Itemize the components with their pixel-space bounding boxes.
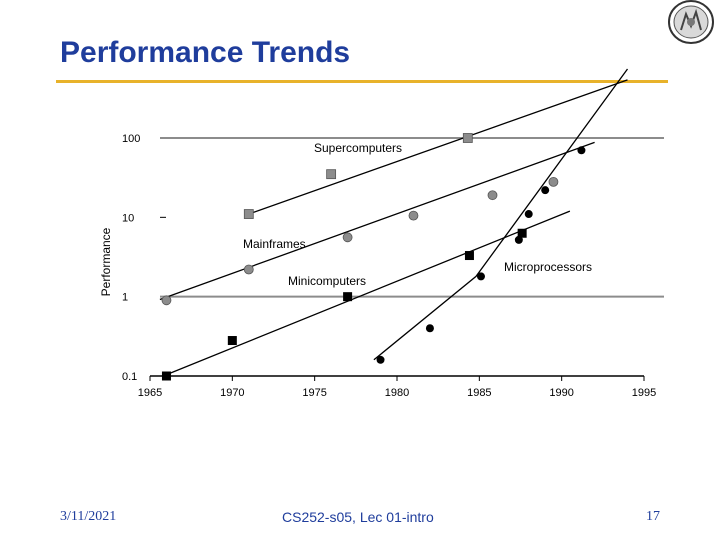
point-minicomputers [464,251,474,261]
trendline-mainframes [159,141,595,301]
annotation-minicomputers: Minicomputers [288,274,366,288]
point-microprocessors [541,186,550,195]
xtick-label: 1995 [632,387,656,399]
annotation-supercomputers: Supercomputers [314,141,402,155]
point-supercomputers [243,209,254,219]
ytick-label: 10 [122,212,134,224]
point-mainframes [487,190,498,201]
trendline-microprocessors [373,68,629,361]
point-microprocessors [524,210,533,219]
chart-trendlines [159,68,629,377]
footer-page-number: 17 [646,509,660,524]
annotation-mainframes: Mainframes [243,237,306,251]
point-mainframes [161,295,172,306]
university-seal-icon [668,0,714,44]
point-minicomputers [227,336,237,346]
chart-labels: 0.1 1 10 100 1965 1970 1975 1980 1985 1990 1995 Per… [99,133,656,399]
point-minicomputers [517,228,527,238]
point-mainframes [243,264,254,275]
point-microprocessors [577,146,586,155]
title-underline [56,80,668,83]
point-supercomputers [462,133,473,143]
chart-axes [149,375,645,381]
footer-course: CS252-s05, Lec 01-intro [282,509,434,525]
point-mainframes [342,232,353,243]
xtick-label: 1980 [385,387,409,399]
trendline-supercomputers [248,79,628,215]
y-axis-label: Performance [99,227,113,296]
point-mainframes [408,210,419,221]
chart-points [161,133,586,381]
footer-date: 3/11/2021 [60,509,117,524]
slide-title: Performance Trends [60,36,351,69]
annotation-microprocessors: Microprocessors [504,260,592,274]
point-microprocessors [376,355,385,364]
point-supercomputers [326,169,337,180]
point-mainframes [548,176,559,187]
xtick-label: 1975 [302,387,326,399]
ytick-label: 1 [122,292,128,304]
xtick-label: 1970 [220,387,244,399]
point-minicomputers [343,292,353,302]
ytick-label: 100 [122,133,140,145]
point-microprocessors [514,235,523,244]
xtick-label: 1985 [467,387,491,399]
point-microprocessors [425,324,434,333]
xtick-label: 1990 [549,387,573,399]
trendline-minicomputers [162,210,571,377]
point-microprocessors [476,272,485,281]
point-minicomputers [161,371,171,381]
ytick-label: 0.1 [122,371,137,383]
xtick-label: 1965 [138,387,162,399]
